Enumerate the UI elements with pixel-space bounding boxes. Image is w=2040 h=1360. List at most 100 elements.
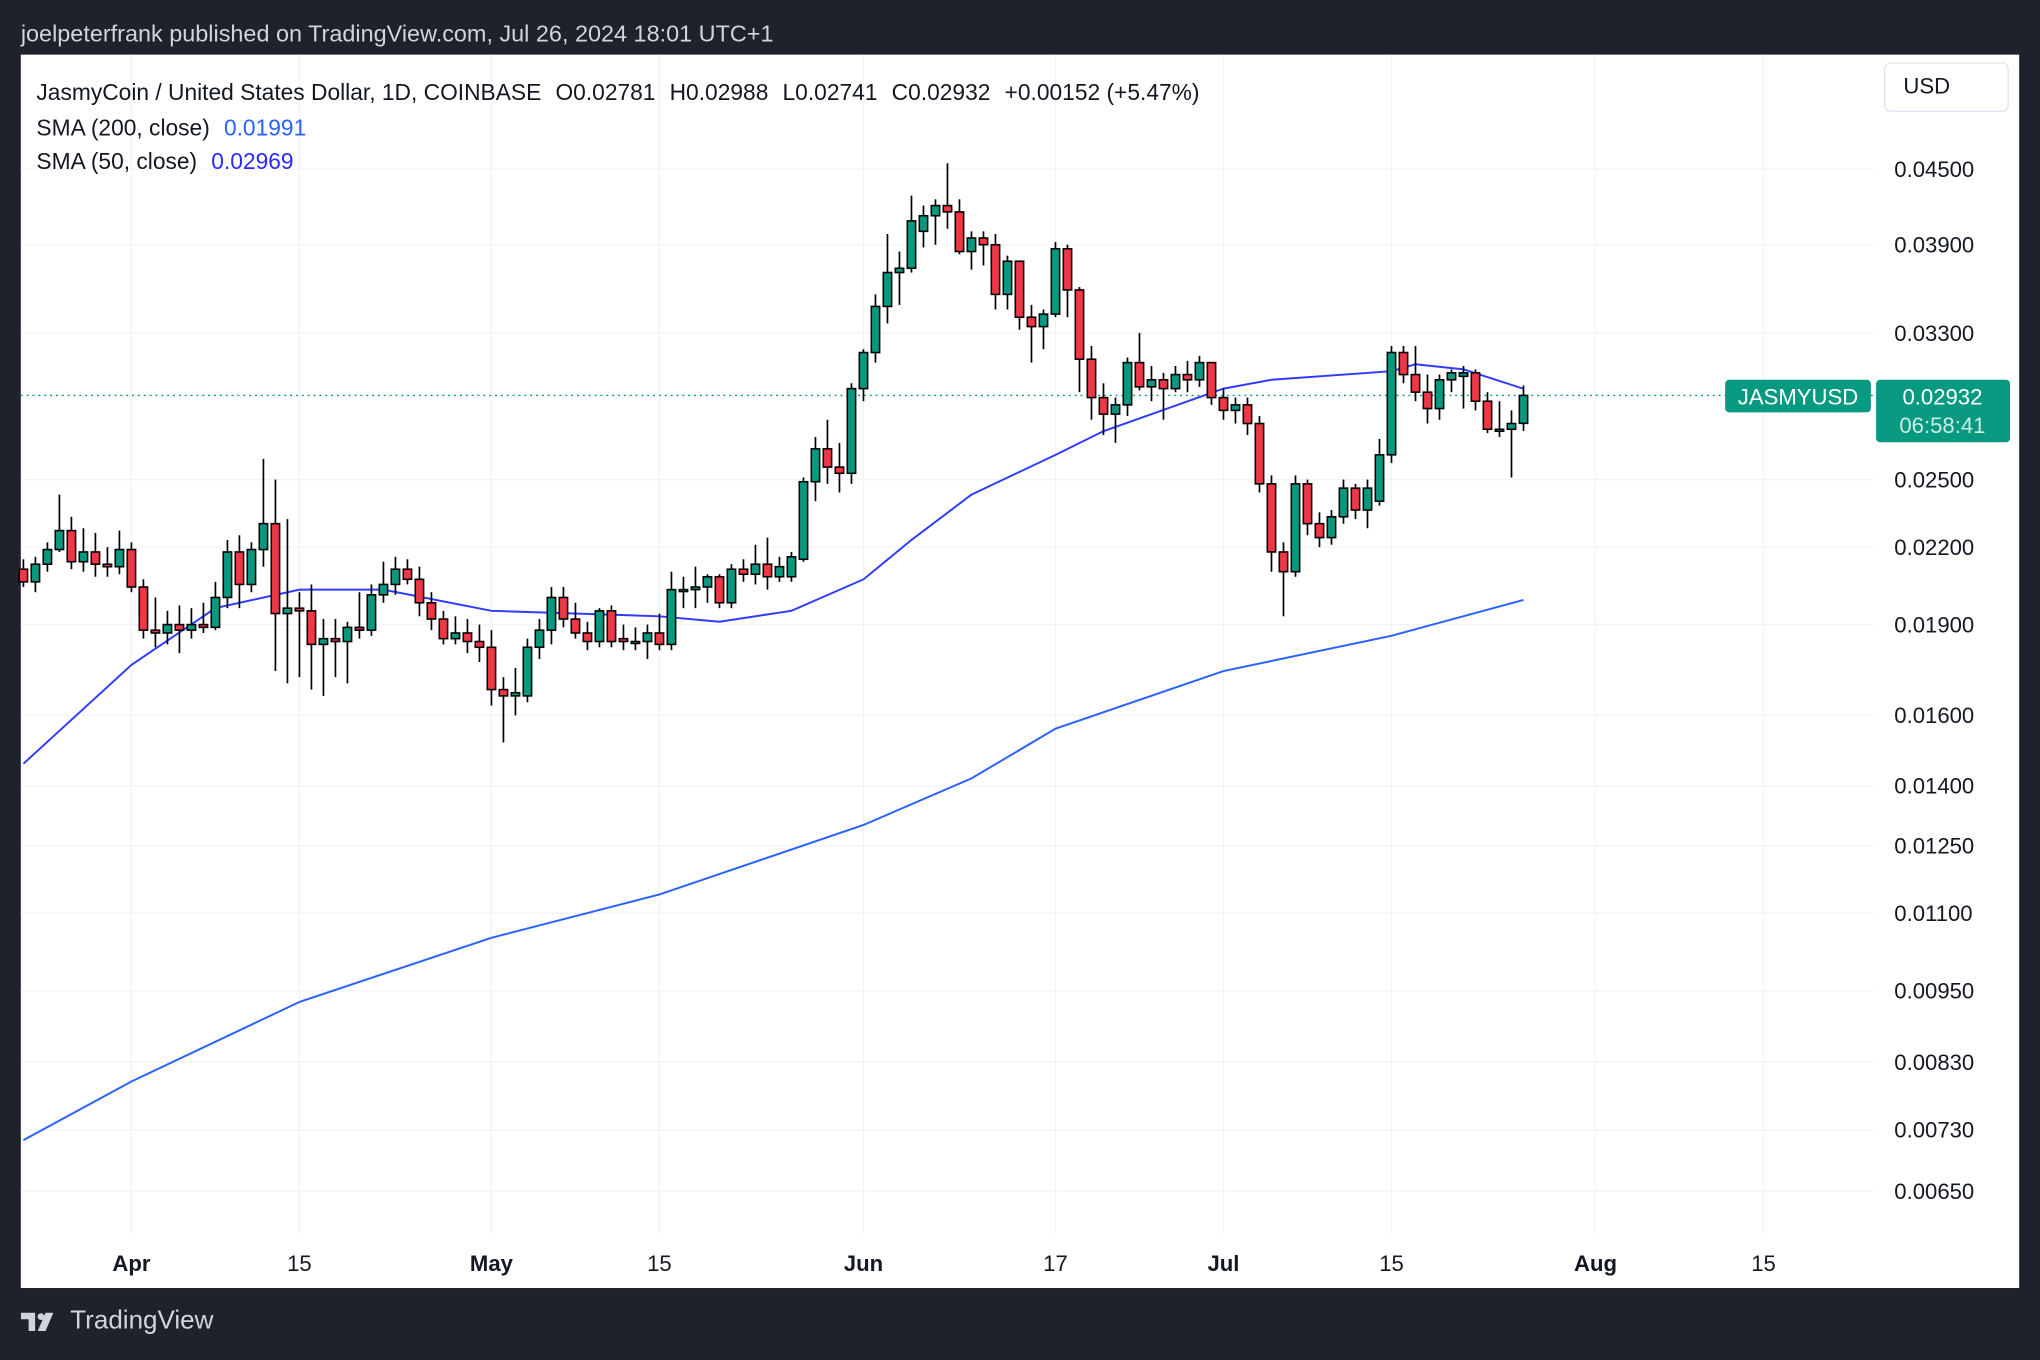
candle-body	[246, 548, 257, 586]
candle-body	[258, 522, 269, 551]
candle	[66, 516, 77, 570]
x-tick-label: Jun	[844, 1251, 883, 1276]
candle	[762, 537, 773, 590]
candle	[54, 494, 65, 552]
candle	[1494, 401, 1505, 438]
candle	[378, 561, 389, 603]
candle-body	[1338, 487, 1349, 518]
candle-body	[606, 610, 617, 643]
candle-body	[1062, 248, 1073, 291]
candle-body	[486, 646, 497, 691]
candle	[570, 602, 581, 639]
sma200-label: SMA (200, close)	[36, 113, 210, 140]
candle	[354, 592, 365, 639]
candle	[342, 621, 353, 684]
grid	[20, 54, 1874, 1234]
candle	[1230, 397, 1241, 424]
axes: 0.04500 0.03900 0.03300 0.02500 0.02200 0.019…	[112, 157, 1974, 1276]
candle-body	[1218, 396, 1229, 412]
candle-body	[834, 466, 845, 475]
x-tick-label: Aug	[1574, 1251, 1617, 1276]
candle	[654, 613, 665, 651]
candle	[222, 539, 233, 609]
candle	[282, 519, 293, 684]
candle	[666, 571, 677, 651]
last-price-label: 0.02932	[1902, 385, 1982, 410]
candle-body	[1494, 428, 1505, 432]
candle	[1074, 287, 1085, 393]
candle	[1410, 345, 1421, 402]
footer-brand[interactable]: TradingView	[20, 1306, 214, 1336]
candle	[798, 477, 809, 562]
candle-body	[870, 305, 881, 354]
candle	[630, 627, 641, 651]
candle-body	[1158, 379, 1169, 390]
candle-body	[1350, 487, 1361, 511]
candle-body	[858, 351, 869, 390]
candle-body	[738, 568, 749, 576]
symbol-title: JasmyCoin / United States Dollar, 1D, CO…	[36, 79, 542, 106]
candle	[1458, 365, 1469, 409]
currency-button[interactable]: USD	[1883, 62, 2009, 112]
y-tick-label: 0.00730	[1894, 1118, 1974, 1143]
candle	[438, 610, 449, 645]
y-tick-label: 0.03900	[1894, 233, 1974, 258]
candle	[318, 619, 329, 696]
candle	[954, 199, 965, 255]
candle	[606, 605, 617, 648]
sma50-legend[interactable]: SMA (50, close) 0.02969	[36, 144, 1207, 178]
candle	[138, 579, 149, 639]
candle	[906, 195, 917, 273]
candle	[1254, 415, 1265, 493]
candle	[1518, 385, 1529, 431]
candle	[522, 638, 533, 703]
candle	[810, 437, 821, 502]
price-tag-box	[1876, 379, 2011, 443]
candle	[726, 564, 737, 609]
candle	[18, 559, 29, 588]
candle-body	[186, 623, 197, 631]
candle-body	[1038, 313, 1049, 328]
candle-body	[198, 623, 209, 629]
symbol-legend[interactable]: JasmyCoin / United States Dollar, 1D, CO…	[36, 75, 1207, 109]
candle-body	[234, 551, 245, 586]
candle-body	[210, 596, 221, 629]
candle-body	[546, 596, 557, 631]
candle	[450, 616, 461, 645]
candle-body	[786, 556, 797, 578]
candle	[30, 556, 41, 593]
candle	[1278, 542, 1289, 617]
candle	[1350, 483, 1361, 520]
symbol-tag	[1725, 379, 1871, 413]
candle	[690, 566, 701, 609]
candle	[834, 442, 845, 493]
candle	[1398, 345, 1409, 384]
x-tick-label: 17	[1043, 1251, 1068, 1276]
candle	[1338, 479, 1349, 524]
sma200-legend[interactable]: SMA (200, close) 0.01991	[36, 110, 1207, 144]
candle-body	[750, 563, 761, 576]
candles	[18, 163, 1529, 743]
candle-body	[1026, 316, 1037, 328]
candle	[1134, 332, 1145, 391]
candle-body	[450, 632, 461, 640]
candle-body	[558, 596, 569, 620]
candle	[234, 535, 245, 609]
candle-body	[126, 548, 137, 588]
candle	[1158, 372, 1169, 420]
candle-body	[414, 578, 425, 604]
candle-body	[114, 548, 125, 568]
candle-body	[378, 583, 389, 596]
candle-body	[642, 632, 653, 643]
candle-body	[1254, 422, 1265, 485]
candle-body	[1434, 379, 1445, 410]
candle	[42, 542, 53, 572]
candle-body	[942, 204, 953, 213]
candle-body	[510, 691, 521, 697]
candle	[1506, 410, 1517, 478]
candle	[678, 576, 689, 609]
candle-body	[18, 568, 29, 583]
candle-body	[1074, 289, 1085, 360]
candle	[582, 621, 593, 651]
